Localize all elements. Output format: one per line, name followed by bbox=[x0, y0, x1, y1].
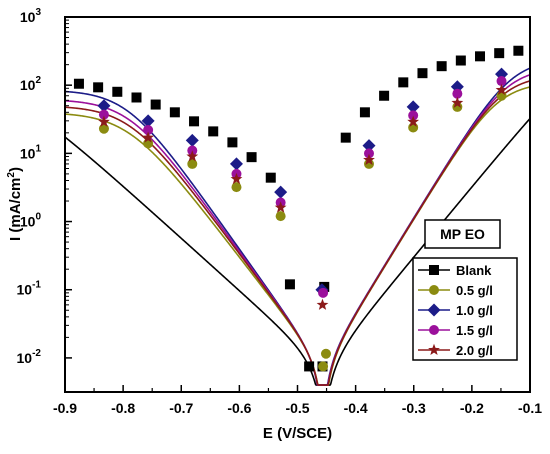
legend-marker-blank bbox=[429, 265, 439, 275]
data-point-1-0-g-l bbox=[185, 133, 199, 147]
legend-label-0-5-g-l: 0.5 g/l bbox=[456, 283, 493, 298]
data-point-1-0-g-l bbox=[362, 139, 376, 153]
data-point-blank bbox=[131, 92, 142, 103]
y-tick-label: 103 bbox=[20, 7, 42, 25]
legend-entries: Blank 0.5 g/l 1.0 g/l 1.5 g/l 2.0 g/l bbox=[418, 263, 493, 358]
data-point-1-0-g-l bbox=[97, 99, 111, 113]
data-point-blank bbox=[246, 152, 257, 163]
data-point-blank bbox=[112, 86, 123, 97]
data-point-2-0-g-l bbox=[316, 298, 329, 310]
data-point-2-0-g-l bbox=[274, 201, 287, 213]
data-point-0-5-g-l bbox=[98, 123, 109, 134]
x-tick-label: -0.4 bbox=[344, 400, 368, 416]
x-tick-label: -0.8 bbox=[111, 400, 135, 416]
data-point-blank bbox=[513, 45, 524, 56]
legend-label-blank: Blank bbox=[456, 263, 492, 278]
data-point-1-0-g-l bbox=[141, 114, 155, 128]
data-point-0-5-g-l bbox=[231, 182, 242, 193]
data-point-2-0-g-l bbox=[363, 153, 375, 165]
data-point-1-0-g-l bbox=[406, 100, 420, 114]
data-point-0-5-g-l bbox=[320, 348, 331, 359]
y-tick-label: 101 bbox=[20, 143, 42, 161]
x-tick-label: -0.6 bbox=[227, 400, 251, 416]
x-tick-label: -0.9 bbox=[53, 400, 77, 416]
legend-title: MP EO bbox=[440, 226, 485, 242]
data-point-2-0-g-l bbox=[451, 96, 464, 108]
y-tick-label: 102 bbox=[20, 75, 42, 93]
data-point-blank bbox=[304, 361, 315, 372]
data-point-blank bbox=[398, 77, 409, 88]
x-tick-label: -0.5 bbox=[285, 400, 309, 416]
data-point-blank bbox=[73, 78, 84, 89]
x-axis: -0.9 -0.8 -0.7 -0.6 -0.5 -0.4 -0.3 -0.2 -0.1 bbox=[53, 385, 542, 416]
data-point-0-5-g-l bbox=[187, 158, 198, 169]
legend-title-box bbox=[424, 219, 501, 249]
data-point-blank bbox=[455, 55, 466, 66]
data-point-2-0-g-l bbox=[142, 131, 155, 143]
y-tick-label: 100 bbox=[20, 212, 42, 230]
x-axis-title: E (V/SCE) bbox=[263, 425, 332, 442]
x-tick-label: -0.2 bbox=[460, 400, 484, 416]
data-point-1-0-g-l bbox=[274, 185, 288, 199]
data-point-1-5-g-l bbox=[143, 125, 154, 136]
legend-marker-0-5-g-l bbox=[429, 285, 439, 295]
data-point-2-0-g-l bbox=[407, 115, 420, 127]
markers-layer bbox=[73, 45, 524, 372]
data-point-blank bbox=[475, 51, 486, 62]
data-point-1-5-g-l bbox=[98, 109, 109, 120]
data-point-blank bbox=[340, 132, 351, 143]
y-tick-label: 10-2 bbox=[17, 348, 42, 366]
legend-marker-1-5-g-l bbox=[429, 325, 439, 335]
x-tick-label: -0.3 bbox=[402, 400, 426, 416]
data-point-blank bbox=[265, 172, 276, 183]
legend-label-2-0-g-l: 2.0 g/l bbox=[456, 343, 493, 358]
data-point-blank bbox=[227, 137, 238, 148]
data-point-0-5-g-l bbox=[318, 361, 329, 372]
data-point-blank bbox=[436, 61, 447, 72]
y-tick-label: 10-1 bbox=[17, 280, 42, 298]
data-point-1-5-g-l bbox=[318, 287, 329, 298]
data-point-blank bbox=[494, 48, 505, 59]
legend: MP EO Blank 0.5 g/l 1.0 g/l 1.5 g/l 2.0 g/l bbox=[412, 219, 518, 361]
data-point-blank bbox=[150, 99, 161, 110]
data-point-blank bbox=[169, 107, 180, 118]
data-point-blank bbox=[379, 90, 390, 101]
y-axis-title: I (mA/cm2) bbox=[6, 167, 24, 241]
data-point-blank bbox=[93, 82, 104, 93]
curve-2-0-g-l bbox=[65, 80, 530, 386]
legend-label-1-5-g-l: 1.5 g/l bbox=[456, 323, 493, 338]
curves-layer bbox=[65, 67, 530, 386]
legend-label-1-0-g-l: 1.0 g/l bbox=[456, 303, 493, 318]
data-point-blank bbox=[284, 279, 295, 290]
data-point-blank bbox=[359, 107, 370, 118]
data-point-1-0-g-l bbox=[229, 157, 243, 171]
y-axis: 10-2 10-1 100 101 102 103 bbox=[17, 7, 72, 366]
legend-marker-2-0-g-l bbox=[428, 343, 440, 356]
curve-blank bbox=[65, 118, 530, 386]
data-point-blank bbox=[208, 126, 219, 137]
data-point-blank bbox=[189, 116, 200, 127]
data-point-2-0-g-l bbox=[98, 115, 110, 127]
data-point-2-0-g-l bbox=[230, 172, 243, 185]
data-point-1-5-g-l bbox=[496, 76, 507, 87]
data-point-1-5-g-l bbox=[363, 148, 374, 159]
data-point-blank bbox=[417, 68, 428, 79]
data-point-2-0-g-l bbox=[495, 83, 508, 96]
x-tick-label: -0.1 bbox=[518, 400, 542, 416]
legend-marker-1-0-g-l bbox=[427, 303, 441, 317]
data-point-1-5-g-l bbox=[408, 110, 419, 121]
data-point-0-5-g-l bbox=[275, 211, 286, 222]
x-tick-label: -0.7 bbox=[169, 400, 193, 416]
data-point-2-0-g-l bbox=[186, 150, 199, 162]
data-point-1-5-g-l bbox=[452, 88, 463, 99]
